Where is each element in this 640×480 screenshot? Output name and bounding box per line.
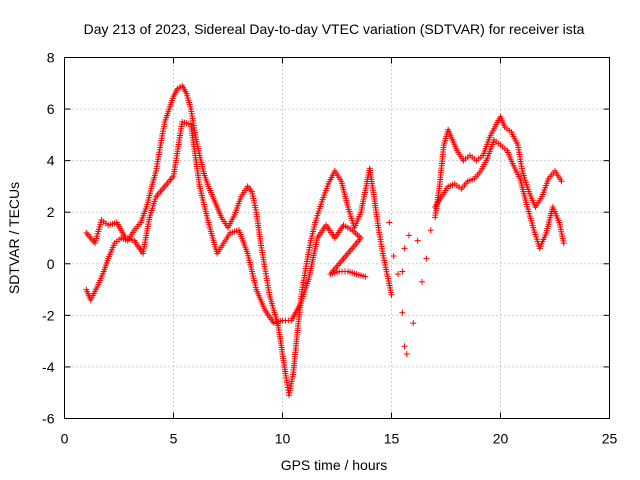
data-point (399, 268, 406, 275)
y-tick-label: -6 (42, 411, 55, 427)
data-point (558, 178, 565, 185)
x-tick-label: 10 (275, 431, 291, 447)
data-point (403, 351, 410, 358)
y-tick-label: 0 (47, 256, 55, 272)
data-point (414, 237, 421, 244)
y-tick-label: -2 (42, 307, 55, 323)
x-axis-label: GPS time / hours (281, 457, 388, 473)
data-point (362, 273, 369, 280)
y-axis-label: SDTVAR / TECUs (6, 182, 22, 294)
x-tick-label: 0 (61, 431, 69, 447)
data-point (405, 232, 412, 239)
data-point (423, 255, 430, 262)
data-points (83, 82, 567, 399)
data-point (390, 253, 397, 260)
x-tick-label: 25 (602, 431, 618, 447)
data-point (401, 245, 408, 252)
y-tick-label: 4 (47, 153, 55, 169)
data-point (399, 309, 406, 316)
data-point (560, 240, 567, 247)
x-tick-label: 20 (493, 431, 509, 447)
data-point (386, 219, 393, 226)
x-tick-label: 5 (170, 431, 178, 447)
plot-frame (64, 57, 610, 419)
data-point (410, 320, 417, 327)
y-tick-label: 6 (47, 101, 55, 117)
data-point (395, 271, 402, 278)
data-point (401, 343, 408, 350)
data-point (419, 278, 426, 285)
data-point (388, 291, 395, 298)
axis-ticks: 0 5 10 15 20 25 -6 -4 -2 0 2 4 6 8 (42, 50, 617, 447)
y-tick-label: 2 (47, 204, 55, 220)
data-point (427, 227, 434, 234)
x-tick-label: 15 (384, 431, 400, 447)
y-tick-label: -4 (42, 359, 55, 375)
y-tick-label: 8 (47, 50, 55, 66)
chart-title: Day 213 of 2023, Sidereal Day-to-day VTE… (84, 21, 585, 37)
